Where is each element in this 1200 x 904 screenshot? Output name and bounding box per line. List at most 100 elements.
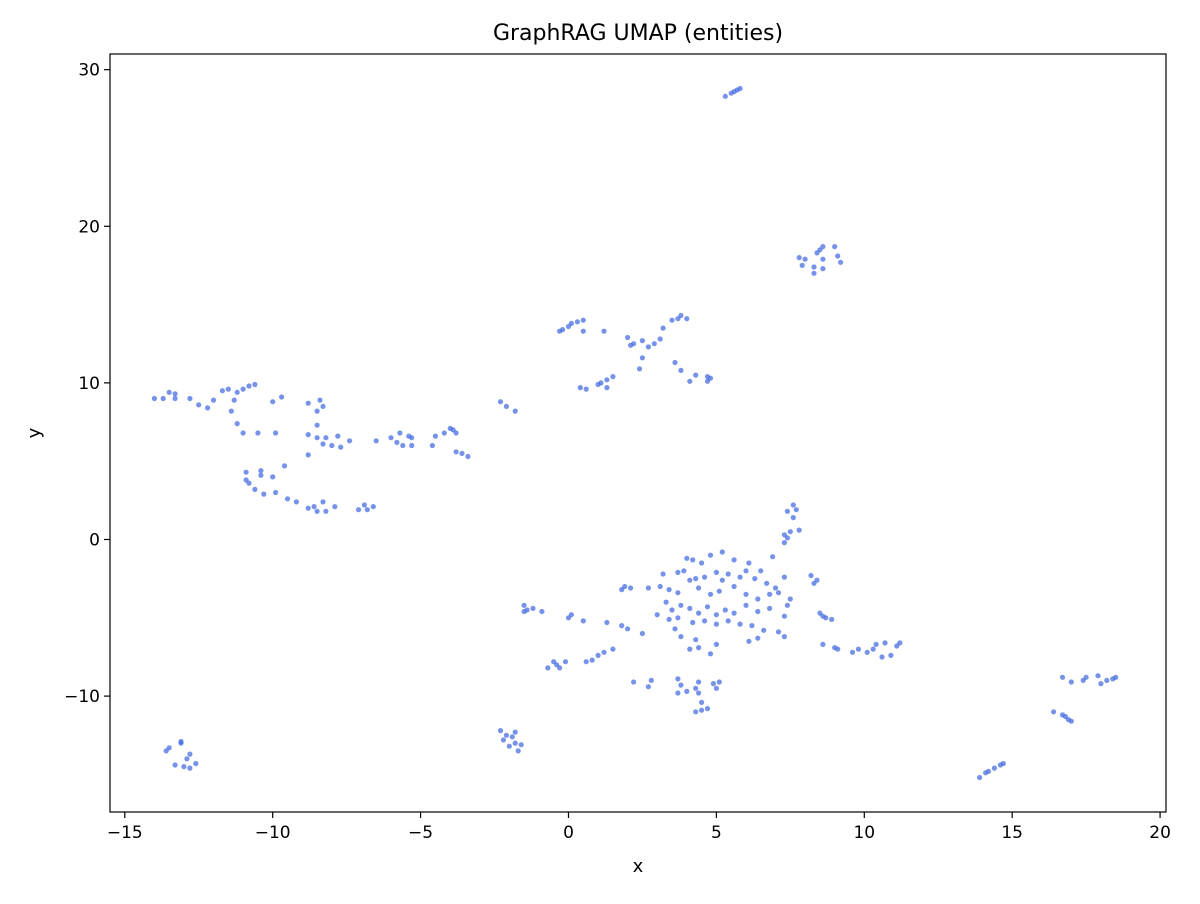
data-point — [515, 748, 521, 754]
data-point — [628, 585, 634, 591]
data-point — [764, 580, 770, 586]
data-point — [651, 341, 657, 347]
data-point — [557, 665, 563, 671]
data-point — [693, 685, 699, 691]
data-point — [261, 491, 267, 497]
data-point — [355, 507, 362, 513]
data-point — [580, 317, 586, 323]
data-point — [187, 751, 193, 757]
data-point — [678, 602, 684, 608]
data-point — [205, 405, 211, 411]
data-point — [743, 591, 749, 597]
data-point — [684, 688, 690, 695]
data-point — [409, 442, 415, 449]
data-point — [619, 587, 625, 593]
data-point — [234, 389, 240, 395]
data-point — [503, 403, 509, 409]
data-point — [713, 621, 720, 627]
data-point — [604, 619, 610, 626]
data-point — [172, 391, 178, 397]
chart-title: GraphRAG UMAP (entities) — [493, 21, 783, 46]
data-point — [678, 682, 684, 688]
data-point — [687, 577, 693, 583]
data-point — [991, 765, 998, 771]
data-point — [811, 270, 817, 276]
data-point — [767, 605, 773, 612]
data-point — [252, 486, 258, 492]
data-point — [1068, 718, 1074, 724]
data-point — [284, 496, 291, 502]
data-point — [151, 395, 157, 402]
data-point — [879, 654, 885, 660]
data-point — [710, 681, 717, 687]
data-point — [172, 762, 178, 768]
data-point — [320, 441, 326, 447]
data-point — [781, 574, 788, 580]
data-point — [767, 591, 773, 597]
data-point — [545, 665, 551, 671]
data-point — [577, 385, 583, 391]
data-point — [704, 706, 711, 712]
y-tick-label: 10 — [78, 374, 100, 394]
y-axis-label: y — [24, 427, 45, 438]
data-point — [625, 626, 631, 632]
y-axis: −10 0 10 20 30 — [64, 61, 110, 707]
data-point — [503, 732, 509, 738]
data-point — [882, 640, 888, 646]
data-point — [669, 607, 675, 613]
data-point — [441, 430, 447, 436]
data-point — [775, 590, 782, 596]
data-point — [678, 367, 684, 373]
data-point — [799, 262, 805, 268]
data-point — [737, 621, 743, 627]
data-point — [1083, 674, 1089, 680]
data-point — [518, 742, 524, 748]
data-point — [849, 649, 856, 655]
data-point — [604, 385, 610, 391]
data-point — [675, 690, 681, 696]
data-point — [687, 605, 693, 612]
y-tick-label: 20 — [78, 217, 100, 237]
data-point — [225, 386, 231, 392]
data-point — [660, 325, 666, 331]
data-point — [1051, 709, 1057, 715]
data-point — [631, 679, 637, 685]
data-point — [252, 381, 258, 388]
data-point — [388, 435, 394, 441]
data-point — [335, 433, 341, 439]
data-point — [829, 616, 835, 623]
data-point — [657, 336, 663, 342]
data-point — [731, 583, 737, 590]
data-point — [864, 649, 870, 655]
data-point — [193, 760, 199, 767]
data-point — [500, 737, 506, 743]
data-point — [790, 515, 796, 521]
data-point — [784, 535, 791, 541]
data-point — [172, 395, 178, 402]
data-point — [669, 317, 675, 323]
x-axis-label: x — [633, 856, 644, 877]
data-point — [678, 312, 684, 319]
data-point — [625, 334, 631, 341]
y-tick-label: 30 — [78, 61, 100, 81]
data-point — [1095, 673, 1101, 679]
data-point — [311, 504, 317, 510]
data-point — [704, 378, 711, 384]
data-point — [273, 430, 279, 436]
data-point — [781, 634, 788, 640]
data-point — [305, 432, 311, 438]
data-point — [675, 615, 681, 621]
x-tick-label: 0 — [563, 823, 574, 843]
x-tick-label: −5 — [408, 823, 433, 843]
data-point — [258, 468, 264, 474]
data-point — [725, 571, 731, 577]
data-point — [716, 679, 722, 685]
data-point — [583, 659, 589, 665]
data-point — [364, 507, 370, 513]
points-layer — [151, 85, 1119, 781]
data-point — [737, 85, 743, 92]
data-point — [645, 344, 652, 350]
data-point — [639, 630, 646, 637]
data-point — [279, 394, 285, 400]
